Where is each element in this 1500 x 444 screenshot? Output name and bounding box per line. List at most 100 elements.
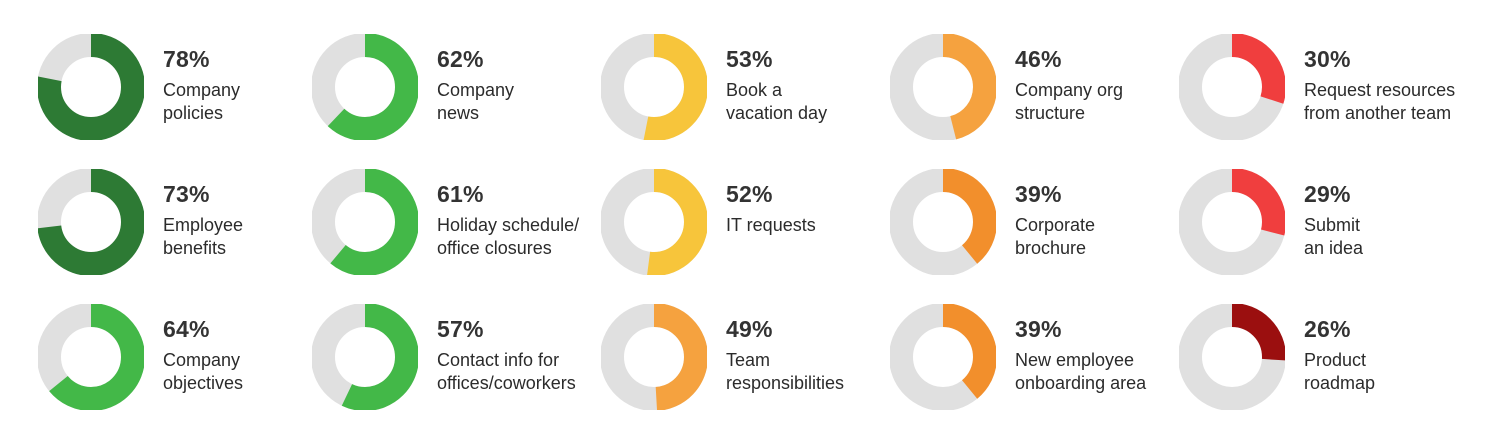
donut-slice — [601, 304, 707, 410]
category-label: Submit an idea — [1304, 214, 1363, 260]
donut-slice — [1179, 304, 1285, 410]
category-label-line: Product — [1304, 350, 1367, 370]
percent-label: 39% — [1015, 181, 1062, 207]
category-label-line: brochure — [1015, 238, 1087, 258]
percent-label: 78% — [163, 46, 210, 72]
category-label: Employee benefits — [163, 214, 243, 260]
percent-label: 26% — [1304, 316, 1351, 342]
category-label: Company org structure — [1015, 79, 1123, 125]
category-label-line: Corporate — [1015, 215, 1096, 235]
percent-label: 73% — [163, 181, 210, 207]
donut-slice — [312, 169, 418, 275]
donut-item: 57% Contact info for offices/coworkers — [274, 304, 576, 414]
donut-item: 52% IT requests — [563, 169, 853, 279]
category-label-line: Company org — [1015, 80, 1124, 100]
donut-item: 46% Company org structure — [852, 34, 1142, 144]
donut-ring — [890, 34, 996, 140]
donut-item: 73% Employee benefits — [0, 169, 290, 279]
donut-slice — [1179, 34, 1285, 140]
donut-slice — [890, 34, 996, 140]
category-label-line: objectives — [163, 373, 244, 393]
donut-item: 53% Book a vacation day — [563, 34, 853, 144]
category-label: Product roadmap — [1304, 349, 1375, 395]
category-label: Request resources from another team — [1304, 79, 1455, 125]
percent-label: 30% — [1304, 46, 1351, 72]
percent-label: 46% — [1015, 46, 1062, 72]
category-label-line: Book a — [726, 80, 783, 100]
donut-ring — [890, 304, 996, 410]
category-label: Company policies — [163, 79, 240, 125]
percent-label: 64% — [163, 316, 210, 342]
category-label-line: Request resources — [1304, 80, 1456, 100]
category-label-line: structure — [1015, 103, 1086, 123]
category-label: Contact info for offices/coworkers — [437, 349, 576, 395]
donut-ring — [1179, 304, 1285, 410]
category-label-line: responsibilities — [726, 373, 845, 393]
category-label-line: from another team — [1304, 103, 1452, 123]
category-label-line: policies — [163, 103, 224, 123]
donut-slice — [38, 34, 144, 140]
percent-label: 39% — [1015, 316, 1062, 342]
category-label-line: Employee — [163, 215, 244, 235]
donut-ring — [1179, 169, 1285, 275]
category-label-line: roadmap — [1304, 373, 1376, 393]
donut-ring — [38, 34, 144, 140]
category-label: Corporate brochure — [1015, 214, 1095, 260]
donut-ring — [312, 304, 418, 410]
percent-label: 52% — [726, 181, 773, 207]
donut-ring — [38, 169, 144, 275]
percent-label: 57% — [437, 316, 484, 342]
category-label-line: benefits — [163, 238, 227, 258]
donut-item: 61% Holiday schedule/office closures — [274, 169, 579, 279]
donut-item: 64% Company objectives — [0, 304, 290, 414]
category-label: Holiday schedule/office closures — [437, 214, 579, 260]
category-label-line: New employee — [1015, 350, 1135, 370]
category-label-line: vacation day — [726, 103, 828, 123]
donut-ring — [312, 34, 418, 140]
category-label-line: offices/coworkers — [437, 373, 576, 393]
donut-ring — [890, 169, 996, 275]
percent-label: 49% — [726, 316, 773, 342]
donut-slice — [890, 169, 996, 275]
percent-label: 53% — [726, 46, 773, 72]
donut-slice — [601, 34, 707, 140]
category-label-line: IT requests — [726, 215, 816, 235]
donut-item: 49% Team responsibilities — [563, 304, 853, 414]
donut-ring — [38, 304, 144, 410]
donut-item: 26% Product roadmap — [1141, 304, 1431, 414]
donut-slice — [312, 34, 418, 140]
category-label-line: news — [437, 103, 480, 123]
category-label: New employee onboarding area — [1015, 349, 1146, 395]
percent-label: 61% — [437, 181, 484, 207]
donut-ring — [601, 304, 707, 410]
donut-ring — [601, 34, 707, 140]
donut-ring — [1179, 34, 1285, 140]
donut-item: 29% Submit an idea — [1141, 169, 1431, 279]
category-label-line: Holiday schedule/ — [437, 215, 580, 235]
category-label: Company objectives — [163, 349, 243, 395]
category-label-line: Company — [163, 80, 241, 100]
donut-slice — [38, 169, 144, 275]
donut-item: 39% Corporate brochure — [852, 169, 1142, 279]
category-label-line: an idea — [1304, 238, 1364, 258]
donut-slice — [601, 169, 707, 275]
category-label: Team responsibilities — [726, 349, 844, 395]
donut-item: 78% Company policies — [0, 34, 290, 144]
donut-slice — [312, 304, 418, 410]
category-label: Book a vacation day — [726, 79, 827, 125]
donut-ring — [601, 169, 707, 275]
category-label: Company news — [437, 79, 514, 125]
donut-item: 39% New employee onboarding area — [852, 304, 1146, 414]
donut-item: 30% Request resources from another team — [1141, 34, 1455, 144]
donut-slice — [890, 304, 996, 410]
category-label-line: Team — [726, 350, 771, 370]
donut-slice — [1179, 169, 1285, 275]
category-label: IT requests — [726, 214, 816, 237]
donut-slice — [38, 304, 144, 410]
category-label-line: Company — [163, 350, 241, 370]
donut-ring — [312, 169, 418, 275]
percent-label: 29% — [1304, 181, 1351, 207]
category-label-line: Contact info for — [437, 350, 560, 370]
category-label-line: onboarding area — [1015, 373, 1147, 393]
